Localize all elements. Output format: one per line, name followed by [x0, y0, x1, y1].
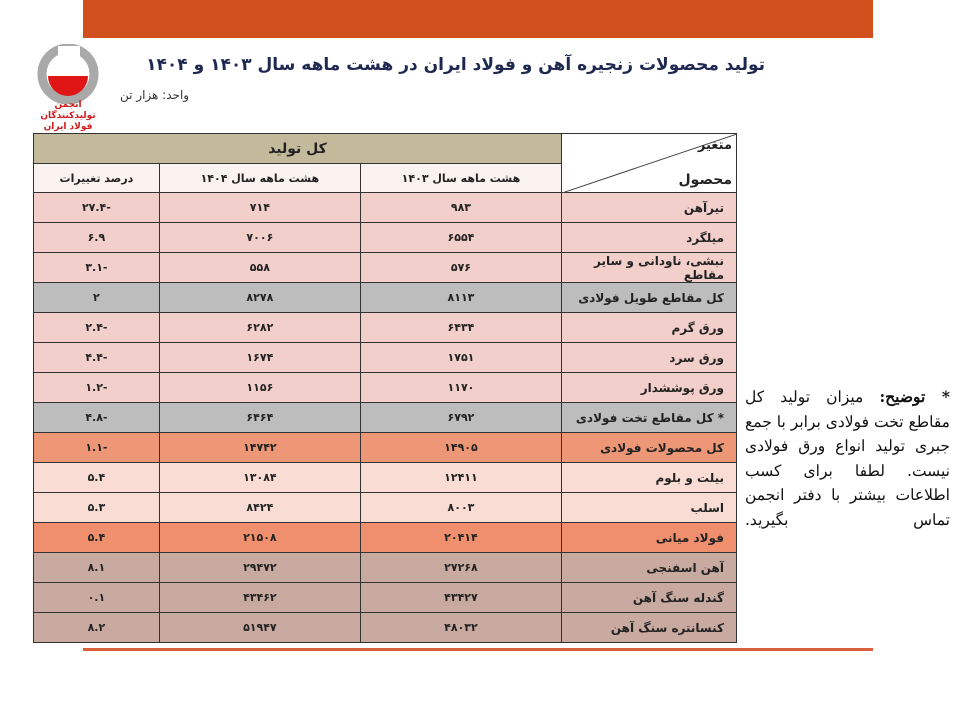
value-1404: ۵۵۸	[158, 252, 361, 283]
product-name: تیرآهن	[561, 192, 737, 223]
product-name: * کل مقاطع تخت فولادی	[561, 402, 737, 433]
value-1403: ۱۲۴۱۱	[359, 462, 563, 493]
value-1404: ۴۳۴۶۲	[158, 582, 361, 613]
value-1403: ۱۴۹۰۵	[359, 432, 563, 463]
percent-change: -۴.۴	[33, 342, 160, 373]
footnote: * توضیح: میزان تولید کل مقاطع تخت فولادی…	[745, 387, 950, 529]
value-1404: ۷۱۴	[158, 192, 361, 223]
table-row: اسلب ۸۰۰۳ ۸۴۲۴ ۵.۳	[33, 492, 737, 523]
percent-change: ۲	[33, 282, 160, 313]
table-row: کل مقاطع طویل فولادی ۸۱۱۳ ۸۲۷۸ ۲	[33, 282, 737, 313]
association-logo	[28, 43, 108, 130]
value-1403: ۵۷۶	[359, 252, 563, 283]
product-name: کل محصولات فولادی	[561, 432, 737, 463]
value-1404: ۲۹۴۷۲	[158, 552, 361, 583]
value-1403: ۸۰۰۳	[359, 492, 563, 523]
product-name: گندله سنگ آهن	[561, 582, 737, 613]
value-1403: ۴۸۰۳۲	[359, 612, 563, 643]
table-row: کنسانتره سنگ آهن ۴۸۰۳۲ ۵۱۹۴۷ ۸.۲	[33, 612, 737, 643]
table-row: ورق سرد ۱۷۵۱ ۱۶۷۴ -۴.۴	[33, 342, 737, 373]
table-row: بیلت و بلوم ۱۲۴۱۱ ۱۳۰۸۴ ۵.۴	[33, 462, 737, 493]
column-header: هشت ماهه سال ۱۴۰۴	[158, 163, 361, 193]
product-name: بیلت و بلوم	[561, 462, 737, 493]
corner-header: متغیر محصول	[561, 133, 737, 193]
table-row: میلگرد ۶۵۵۴ ۷۰۰۶ ۶.۹	[33, 222, 737, 253]
value-1404: ۸۴۲۴	[158, 492, 361, 523]
page-title: تولید محصولات زنجیره آهن و فولاد ایران د…	[146, 55, 765, 75]
value-1403: ۱۱۷۰	[359, 372, 563, 403]
column-header: هشت ماهه سال ۱۴۰۳	[359, 163, 563, 193]
product-name: فولاد میانی	[561, 522, 737, 553]
table-row: ورق گرم ۶۴۳۴ ۶۲۸۲ -۲.۴	[33, 312, 737, 343]
percent-change: -۳.۱	[33, 252, 160, 283]
product-name: کل مقاطع طویل فولادی	[561, 282, 737, 313]
value-1404: ۱۱۵۶	[158, 372, 361, 403]
percent-change: ۸.۱	[33, 552, 160, 583]
table-row: فولاد میانی ۲۰۴۱۴ ۲۱۵۰۸ ۵.۴	[33, 522, 737, 553]
percent-change: ۵.۴	[33, 522, 160, 553]
value-1404: ۸۲۷۸	[158, 282, 361, 313]
top-accent-bar	[83, 0, 873, 38]
product-name: ورق پوششدار	[561, 372, 737, 403]
column-header: درصد تغییرات	[33, 163, 160, 193]
value-1403: ۶۴۳۴	[359, 312, 563, 343]
value-1403: ۹۸۳	[359, 192, 563, 223]
product-name: ورق گرم	[561, 312, 737, 343]
table-row: گندله سنگ آهن ۴۳۴۲۷ ۴۳۴۶۲ ۰.۱	[33, 582, 737, 613]
product-name: ورق سرد	[561, 342, 737, 373]
table-row: ورق پوششدار ۱۱۷۰ ۱۱۵۶ -۱.۲	[33, 372, 737, 403]
production-table: متغیر محصول کل تولید هشت ماهه سال ۱۴۰۳ ه…	[33, 133, 737, 643]
value-1403: ۱۷۵۱	[359, 342, 563, 373]
value-1404: ۶۴۶۴	[158, 402, 361, 433]
value-1404: ۷۰۰۶	[158, 222, 361, 253]
value-1403: ۲۷۲۶۸	[359, 552, 563, 583]
value-1403: ۴۳۴۲۷	[359, 582, 563, 613]
bottom-divider	[83, 648, 873, 651]
percent-change: -۲.۴	[33, 312, 160, 343]
product-name: اسلب	[561, 492, 737, 523]
group-header: کل تولید	[33, 133, 562, 164]
percent-change: ۰.۱	[33, 582, 160, 613]
percent-change: -۲۷.۴	[33, 192, 160, 223]
percent-change: ۵.۴	[33, 462, 160, 493]
percent-change: ۸.۲	[33, 612, 160, 643]
product-name: کنسانتره سنگ آهن	[561, 612, 737, 643]
value-1403: ۲۰۴۱۴	[359, 522, 563, 553]
value-1403: ۶۷۹۲	[359, 402, 563, 433]
table-row: نبشی، ناودانی و سایر مقاطع ۵۷۶ ۵۵۸ -۳.۱	[33, 252, 737, 283]
value-1404: ۵۱۹۴۷	[158, 612, 361, 643]
table-row: تیرآهن ۹۸۳ ۷۱۴ -۲۷.۴	[33, 192, 737, 223]
percent-change: ۶.۹	[33, 222, 160, 253]
value-1404: ۶۲۸۲	[158, 312, 361, 343]
value-1404: ۱۶۷۴	[158, 342, 361, 373]
value-1404: ۱۴۷۴۲	[158, 432, 361, 463]
product-name: آهن اسفنجی	[561, 552, 737, 583]
logo-text: انجمن تولیدکنندگان فولاد ایران	[40, 100, 96, 132]
product-name: میلگرد	[561, 222, 737, 253]
value-1403: ۶۵۵۴	[359, 222, 563, 253]
table-row: * کل مقاطع تخت فولادی ۶۷۹۲ ۶۴۶۴ -۴.۸	[33, 402, 737, 433]
percent-change: -۱.۱	[33, 432, 160, 463]
percent-change: -۱.۲	[33, 372, 160, 403]
unit-label: واحد: هزار تن	[120, 88, 190, 102]
value-1404: ۲۱۵۰۸	[158, 522, 361, 553]
percent-change: -۴.۸	[33, 402, 160, 433]
table-row: کل محصولات فولادی ۱۴۹۰۵ ۱۴۷۴۲ -۱.۱	[33, 432, 737, 463]
table-row: آهن اسفنجی ۲۷۲۶۸ ۲۹۴۷۲ ۸.۱	[33, 552, 737, 583]
percent-change: ۵.۳	[33, 492, 160, 523]
product-name: نبشی، ناودانی و سایر مقاطع	[561, 252, 737, 283]
value-1403: ۸۱۱۳	[359, 282, 563, 313]
value-1404: ۱۳۰۸۴	[158, 462, 361, 493]
